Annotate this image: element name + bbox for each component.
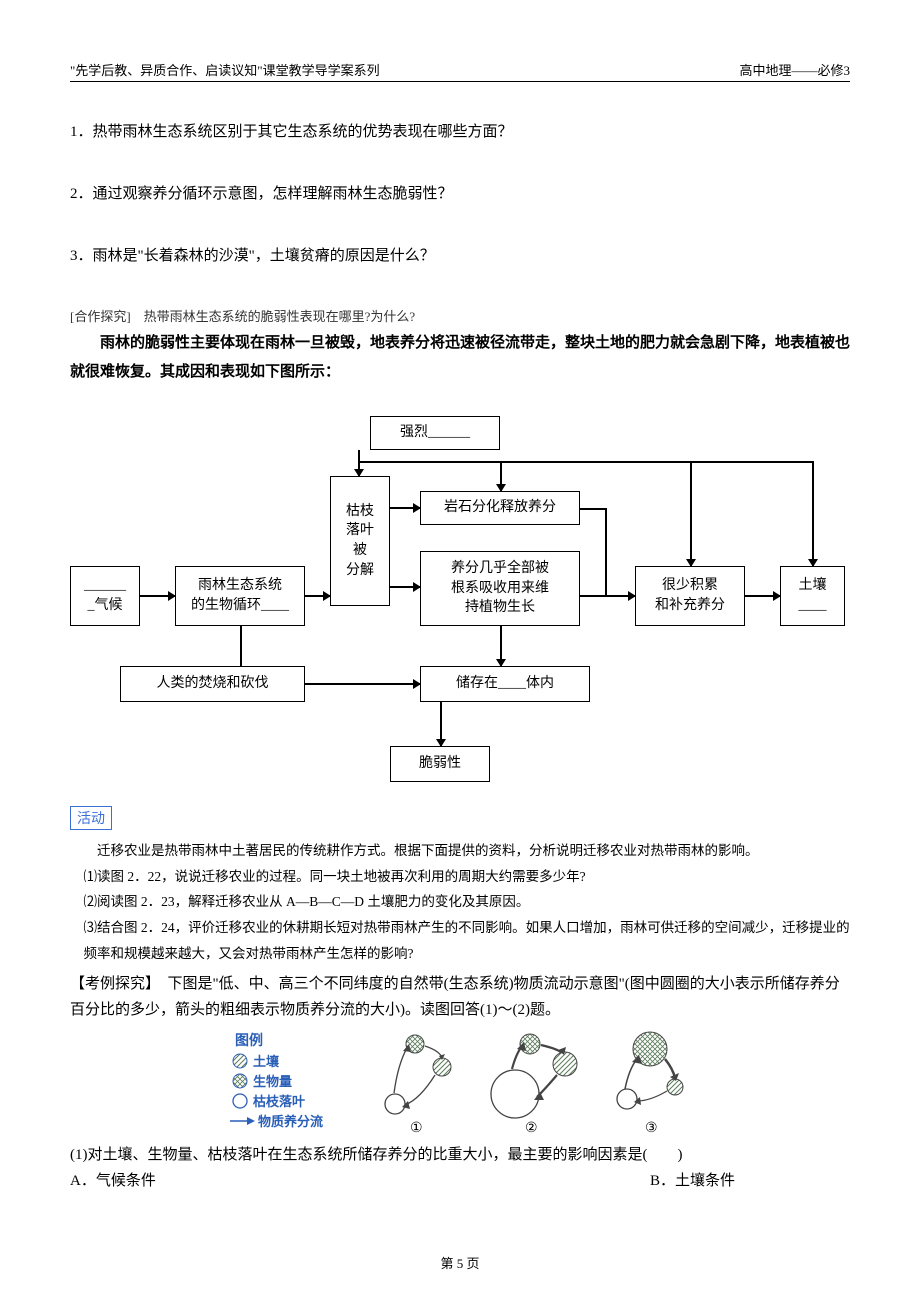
legend-soil-text: 土壤 [253, 1054, 280, 1069]
activity-label: 活动 [70, 806, 112, 830]
diagram-group-3: ③ [617, 1032, 683, 1136]
box-fragile: 脆弱性 [390, 746, 490, 782]
arrow [140, 595, 175, 597]
arrow [305, 683, 420, 685]
legend-title: 图例 [235, 1032, 263, 1049]
arrow [580, 595, 635, 597]
box-top: 强烈______ [370, 416, 500, 450]
box-bio-cycle: 雨林生态系统 的生物循环____ [175, 566, 305, 626]
box-store: 储存在____体内 [420, 666, 590, 702]
arrow [390, 507, 420, 509]
legend-diagram: 图例 土壤 生物量 枯枝落叶 物质养分流 [225, 1029, 695, 1139]
question-2: 2．通过观察养分循环示意图，怎样理解雨林生态脆弱性？ [70, 182, 850, 206]
option-a: A．气候条件 [70, 1169, 650, 1195]
activity-intro: 迁移农业是热带雨林中土著居民的传统耕作方式。根据下面提供的资料，分析说明迁移农业… [70, 838, 850, 864]
box-soil: 土壤 ____ [780, 566, 845, 626]
legend-leaf-text: 枯枝落叶 [253, 1094, 305, 1109]
question-3: 3．雨林是"长着森林的沙漠"，土壤贫瘠的原因是什么？ [70, 244, 850, 268]
legend-soil-icon [233, 1054, 247, 1068]
box-climate: ______ _气候 [70, 566, 140, 626]
arrow [580, 508, 606, 510]
activity-q1: ⑴读图 2．22，说说迁移农业的过程。同一块土地被再次利用的周期大约需要多少年? [84, 864, 851, 890]
flowchart-diagram: 强烈______ ______ _气候 雨林生态系统 的生物循环____ 枯枝 … [70, 416, 850, 786]
arrow [358, 461, 360, 476]
box-root: 养分几乎全部被 根系吸收用来维 持植物生长 [420, 551, 580, 626]
legend-flow-text: 物质养分流 [258, 1114, 323, 1129]
diagram-group-1: ① [385, 1035, 451, 1136]
arrow [812, 461, 814, 566]
exam-question-1: (1)对土壤、生物量、枯枝落叶在生态系统所储存养分的比重大小，最主要的影响因素是… [70, 1143, 850, 1169]
activity-q2: ⑵阅读图 2．23，解释迁移农业从 A—B—C—D 土壤肥力的变化及其原因。 [84, 889, 851, 915]
arrow [605, 508, 607, 596]
arrow [500, 626, 502, 666]
arrow [440, 702, 442, 746]
svg-text:③: ③ [645, 1121, 658, 1136]
arrow [358, 461, 813, 463]
legend-bio-text: 生物量 [253, 1074, 292, 1089]
explore-bold-paragraph: 雨林的脆弱性主要体现在雨林一旦被毁，地表养分将迅速被径流带走，整块土地的肥力就会… [70, 329, 850, 386]
option-b: B．土壤条件 [650, 1169, 850, 1195]
box-human: 人类的焚烧和砍伐 [120, 666, 305, 702]
header-right: 高中地理——必修3 [739, 60, 850, 79]
arrow [305, 595, 330, 597]
exam-choices: A．气候条件 B．土壤条件 [70, 1169, 850, 1195]
cooperative-explore-label: [合作探究] 热带雨林生态系统的脆弱性表现在哪里?为什么? [70, 306, 850, 325]
page-header: "先学后教、异质合作、启读议知"课堂教学导学案系列 高中地理——必修3 [70, 60, 850, 82]
question-1: 1．热带雨林生态系统区别于其它生态系统的优势表现在哪些方面？ [70, 120, 850, 144]
legend-bio-icon [233, 1074, 247, 1088]
diagram-group-2: ② [491, 1034, 577, 1136]
box-rock: 岩石分化释放养分 [420, 491, 580, 525]
box-few: 很少积累 和补充养分 [635, 566, 745, 626]
header-left: "先学后教、异质合作、启读议知"课堂教学导学案系列 [70, 60, 380, 79]
arrow [240, 626, 242, 666]
exam-label: 【考例探究】 下图是"低、中、高三个不同纬度的自然带(生态系统)物质流动示意图"… [70, 972, 850, 1023]
arrow [690, 461, 692, 566]
box-leaf: 枯枝 落叶 被 分解 [330, 476, 390, 606]
arrow [500, 461, 502, 491]
legend-leaf-icon [233, 1094, 247, 1108]
activity-q3: ⑶结合图 2．24，评价迁移农业的休耕期长短对热带雨林产生的不同影响。如果人口增… [84, 915, 851, 966]
arrow [390, 586, 420, 588]
page-footer: 第 5 页 [0, 1253, 920, 1272]
svg-text:①: ① [410, 1121, 423, 1136]
arrow [745, 595, 780, 597]
svg-text:②: ② [525, 1121, 538, 1136]
